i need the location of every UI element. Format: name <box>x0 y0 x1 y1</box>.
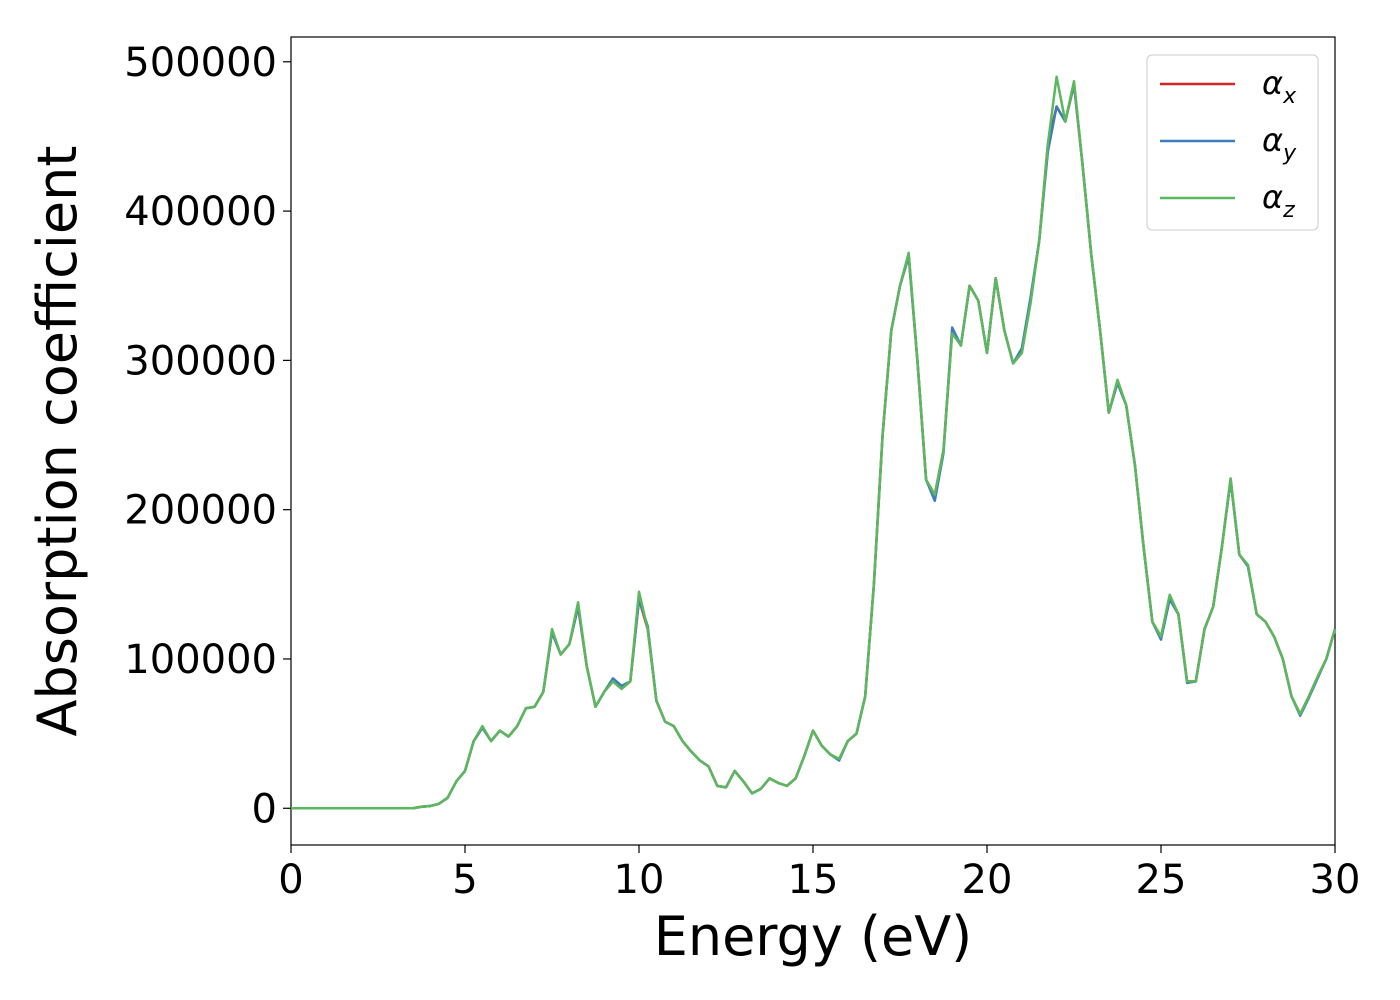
x-tick-label: 20 <box>962 857 1013 903</box>
legend-label: αz <box>1262 178 1295 223</box>
x-tick-label: 10 <box>614 857 665 903</box>
x-tick-label: 15 <box>788 857 839 903</box>
series-line <box>291 75 1337 810</box>
x-tick-label: 0 <box>278 857 303 903</box>
y-tick-label: 500000 <box>124 40 277 86</box>
y-tick-label: 200000 <box>124 488 277 534</box>
x-tick-label: 25 <box>1136 857 1187 903</box>
legend-label: αy <box>1262 121 1297 166</box>
x-axis-label: Energy (eV) <box>654 905 973 968</box>
y-axis-label: Absorption coefficient <box>26 146 89 737</box>
x-tick-label: 5 <box>452 857 477 903</box>
y-tick-label: 0 <box>252 786 277 832</box>
y-tick-label: 100000 <box>124 637 277 683</box>
legend-label: αx <box>1262 64 1297 109</box>
y-tick-label: 300000 <box>124 338 277 384</box>
y-tick-label: 400000 <box>124 189 277 235</box>
x-tick-label: 30 <box>1310 857 1361 903</box>
legend-box <box>1146 54 1319 231</box>
